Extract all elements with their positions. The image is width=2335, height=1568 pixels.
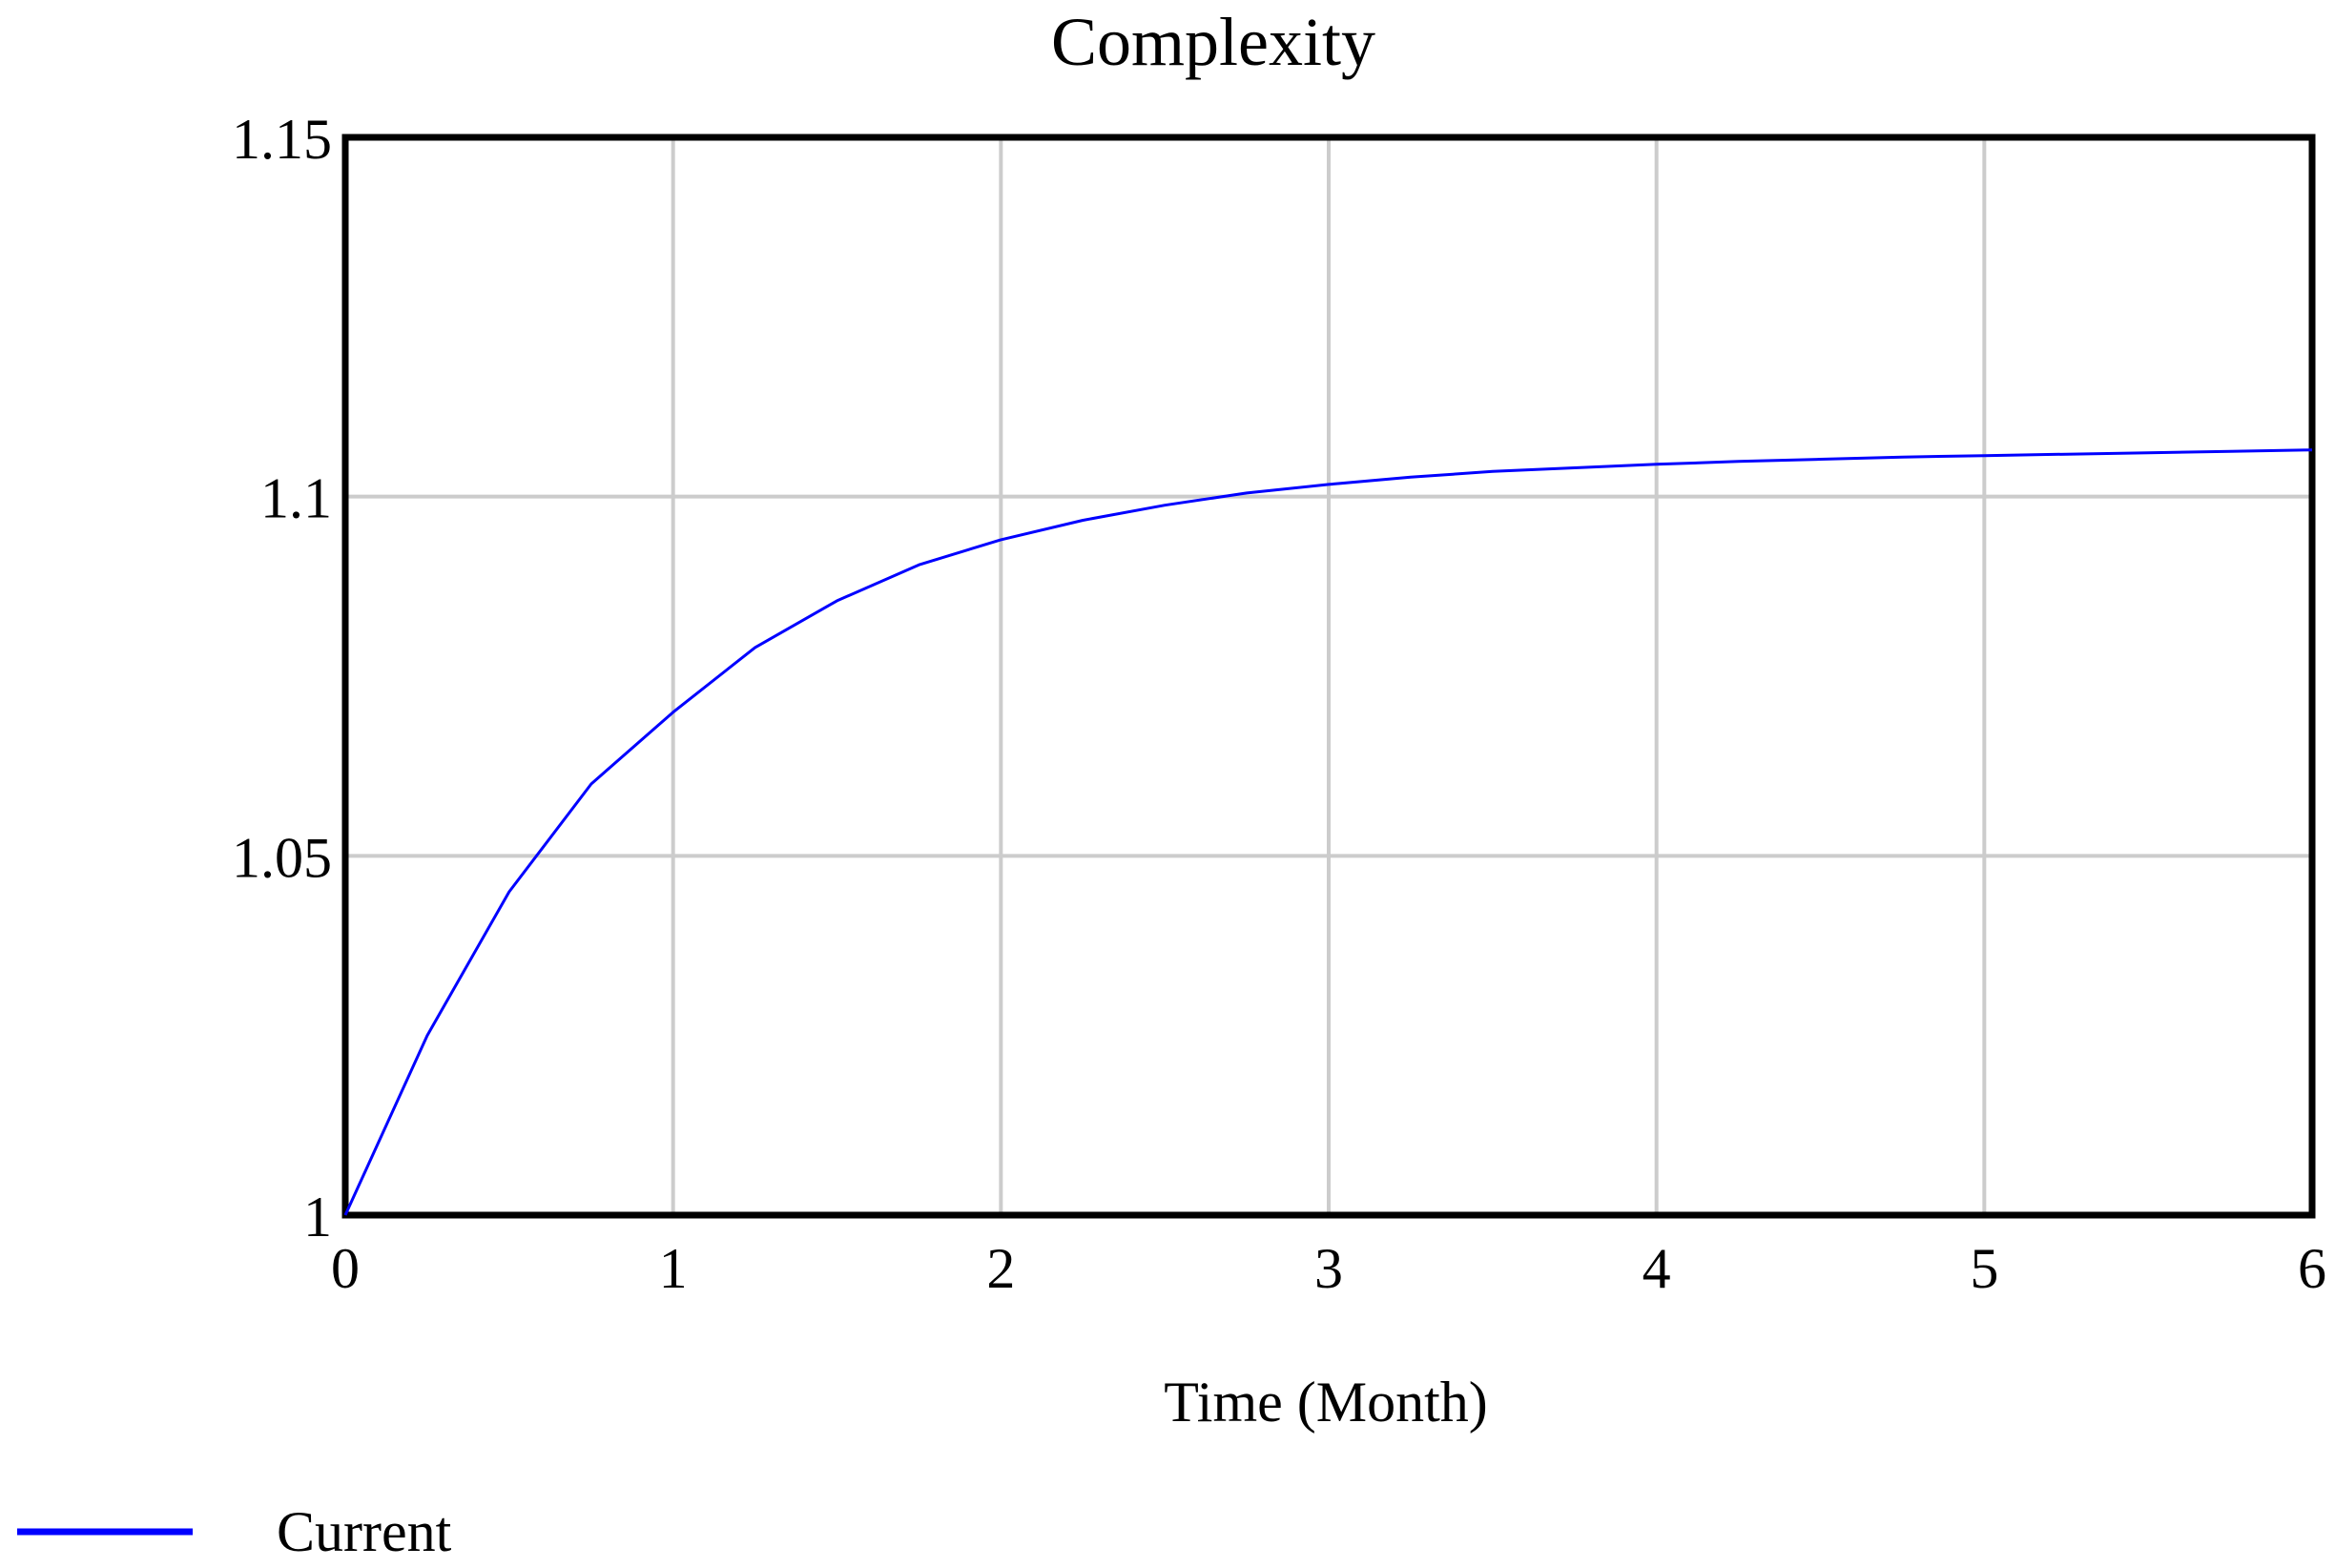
x-tick-label-3: 3 xyxy=(1314,1237,1343,1300)
x-tick-label-6: 6 xyxy=(2298,1237,2326,1300)
x-tick-label-2: 2 xyxy=(986,1237,1015,1300)
series-layer xyxy=(343,448,2313,1216)
y-tick-label-1: 1.05 xyxy=(232,826,332,889)
y-tick-label-2: 1.1 xyxy=(260,467,332,530)
y-tick-label-3: 1.15 xyxy=(232,108,332,171)
x-tick-label-4: 4 xyxy=(1643,1237,1671,1300)
legend: Current xyxy=(17,1500,452,1563)
x-axis-ticks: 0 1 2 3 4 5 6 xyxy=(331,1237,2326,1300)
x-tick-label-5: 5 xyxy=(1970,1237,1998,1300)
x-tick-label-0: 0 xyxy=(331,1237,360,1300)
x-axis-label: Time (Month) xyxy=(1164,1371,1488,1434)
chart-title: Complexity xyxy=(1051,4,1375,80)
grid xyxy=(345,137,2312,1215)
y-tick-label-0: 1 xyxy=(303,1186,332,1248)
y-axis-ticks: 1 1.05 1.1 1.15 xyxy=(232,108,332,1248)
x-tick-label-1: 1 xyxy=(659,1237,688,1300)
legend-label-current: Current xyxy=(277,1500,452,1563)
series-line-current xyxy=(343,448,2313,1216)
plot-frame xyxy=(341,134,2316,1219)
